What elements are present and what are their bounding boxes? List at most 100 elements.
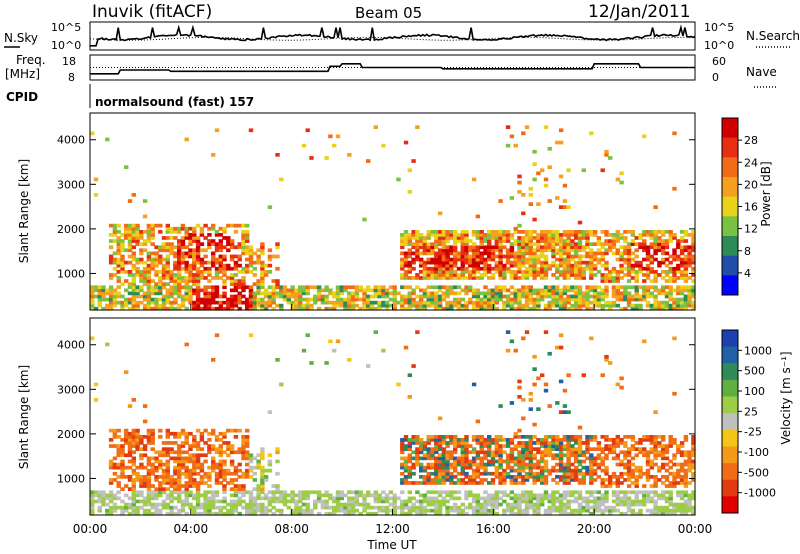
velocity-cell xyxy=(180,450,186,455)
velocity-cell xyxy=(528,398,533,402)
power-cell xyxy=(437,251,443,256)
velocity-cell xyxy=(679,453,685,458)
power-cell xyxy=(460,288,465,293)
power-cell xyxy=(177,254,182,259)
power-cell xyxy=(562,199,568,203)
velocity-cell xyxy=(313,505,318,510)
velocity-cell xyxy=(611,499,617,504)
velocity-cell xyxy=(218,505,223,510)
power-cell xyxy=(339,285,344,290)
power-cell xyxy=(426,242,431,246)
colorbar-tick-label: 8 xyxy=(744,245,751,258)
velocity-cell xyxy=(585,490,590,495)
power-cell xyxy=(154,273,159,277)
velocity-cell xyxy=(683,468,689,473)
velocity-cell xyxy=(422,453,428,458)
power-cell xyxy=(437,239,443,243)
velocity-cell xyxy=(275,499,280,504)
power-cell xyxy=(483,266,488,271)
velocity-cell xyxy=(222,499,227,504)
velocity-cell xyxy=(676,444,681,448)
power-y-axis-label: Slant Range [km] xyxy=(17,159,31,263)
velocity-cell xyxy=(294,508,299,513)
velocity-cell xyxy=(547,493,552,498)
power-cell xyxy=(653,239,658,243)
power-cell xyxy=(487,242,492,246)
velocity-cell xyxy=(589,478,594,482)
power-cell xyxy=(498,260,503,265)
power-cell xyxy=(589,230,594,234)
velocity-cell xyxy=(555,345,560,350)
power-cell xyxy=(585,260,590,265)
velocity-cell xyxy=(574,459,579,464)
power-cell xyxy=(475,233,481,237)
velocity-cell xyxy=(642,471,647,476)
velocity-cell xyxy=(676,490,681,495)
power-cell xyxy=(445,239,450,243)
velocity-cell xyxy=(668,465,673,470)
power-cell xyxy=(517,242,522,246)
power-cell xyxy=(441,239,447,243)
velocity-cell xyxy=(543,481,549,485)
velocity-cell xyxy=(483,478,488,482)
velocity-cell xyxy=(570,462,575,467)
velocity-cell xyxy=(275,490,280,495)
velocity-cell xyxy=(540,465,545,470)
power-cell xyxy=(169,273,174,277)
velocity-cell xyxy=(430,502,435,507)
power-cell xyxy=(441,294,447,299)
power-cell xyxy=(483,260,488,265)
power-cell xyxy=(192,248,197,253)
velocity-cell xyxy=(619,438,624,442)
power-cell xyxy=(177,266,182,271)
velocity-cell xyxy=(105,493,110,498)
velocity-cell xyxy=(161,475,167,479)
power-cell xyxy=(131,245,136,250)
power-cell xyxy=(422,260,428,265)
velocity-cell xyxy=(558,379,564,384)
velocity-cell xyxy=(211,465,216,470)
power-cell xyxy=(419,276,424,280)
power-cell xyxy=(649,285,654,290)
power-cell xyxy=(339,303,344,308)
velocity-cell xyxy=(313,490,318,495)
noise-search-line xyxy=(89,36,695,41)
velocity-cell xyxy=(192,478,197,482)
power-cell xyxy=(600,263,605,268)
power-cell xyxy=(358,297,363,302)
power-cell xyxy=(691,288,696,293)
velocity-cell xyxy=(339,502,344,507)
power-cell xyxy=(687,288,692,293)
velocity-cell xyxy=(161,499,167,504)
power-cell xyxy=(381,288,386,293)
power-cell xyxy=(241,294,246,299)
power-cell xyxy=(241,279,246,283)
power-cell xyxy=(350,303,356,308)
power-cell xyxy=(521,248,526,253)
velocity-cell xyxy=(139,447,144,451)
power-cell xyxy=(97,297,102,302)
power-cell xyxy=(127,285,133,290)
velocity-cell xyxy=(453,502,458,507)
velocity-cell xyxy=(642,447,647,451)
power-cell xyxy=(233,288,239,293)
velocity-cell xyxy=(630,471,636,476)
colorbar-tick-label: 100 xyxy=(744,385,765,398)
velocity-cell xyxy=(551,435,556,439)
velocity-cell xyxy=(585,468,590,473)
power-cell xyxy=(661,230,666,234)
power-cell xyxy=(524,297,530,302)
power-cell xyxy=(139,270,144,274)
velocity-cell xyxy=(653,450,658,455)
power-cell xyxy=(245,266,250,271)
velocity-cell xyxy=(199,468,205,473)
power-cell xyxy=(672,248,677,253)
velocity-cell xyxy=(131,398,136,402)
power-cell xyxy=(124,288,129,293)
velocity-cell xyxy=(124,431,129,436)
velocity-cell xyxy=(668,511,673,516)
power-cell xyxy=(642,273,647,277)
velocity-cell xyxy=(150,505,155,510)
velocity-cell xyxy=(453,465,458,470)
velocity-cell xyxy=(543,468,549,473)
